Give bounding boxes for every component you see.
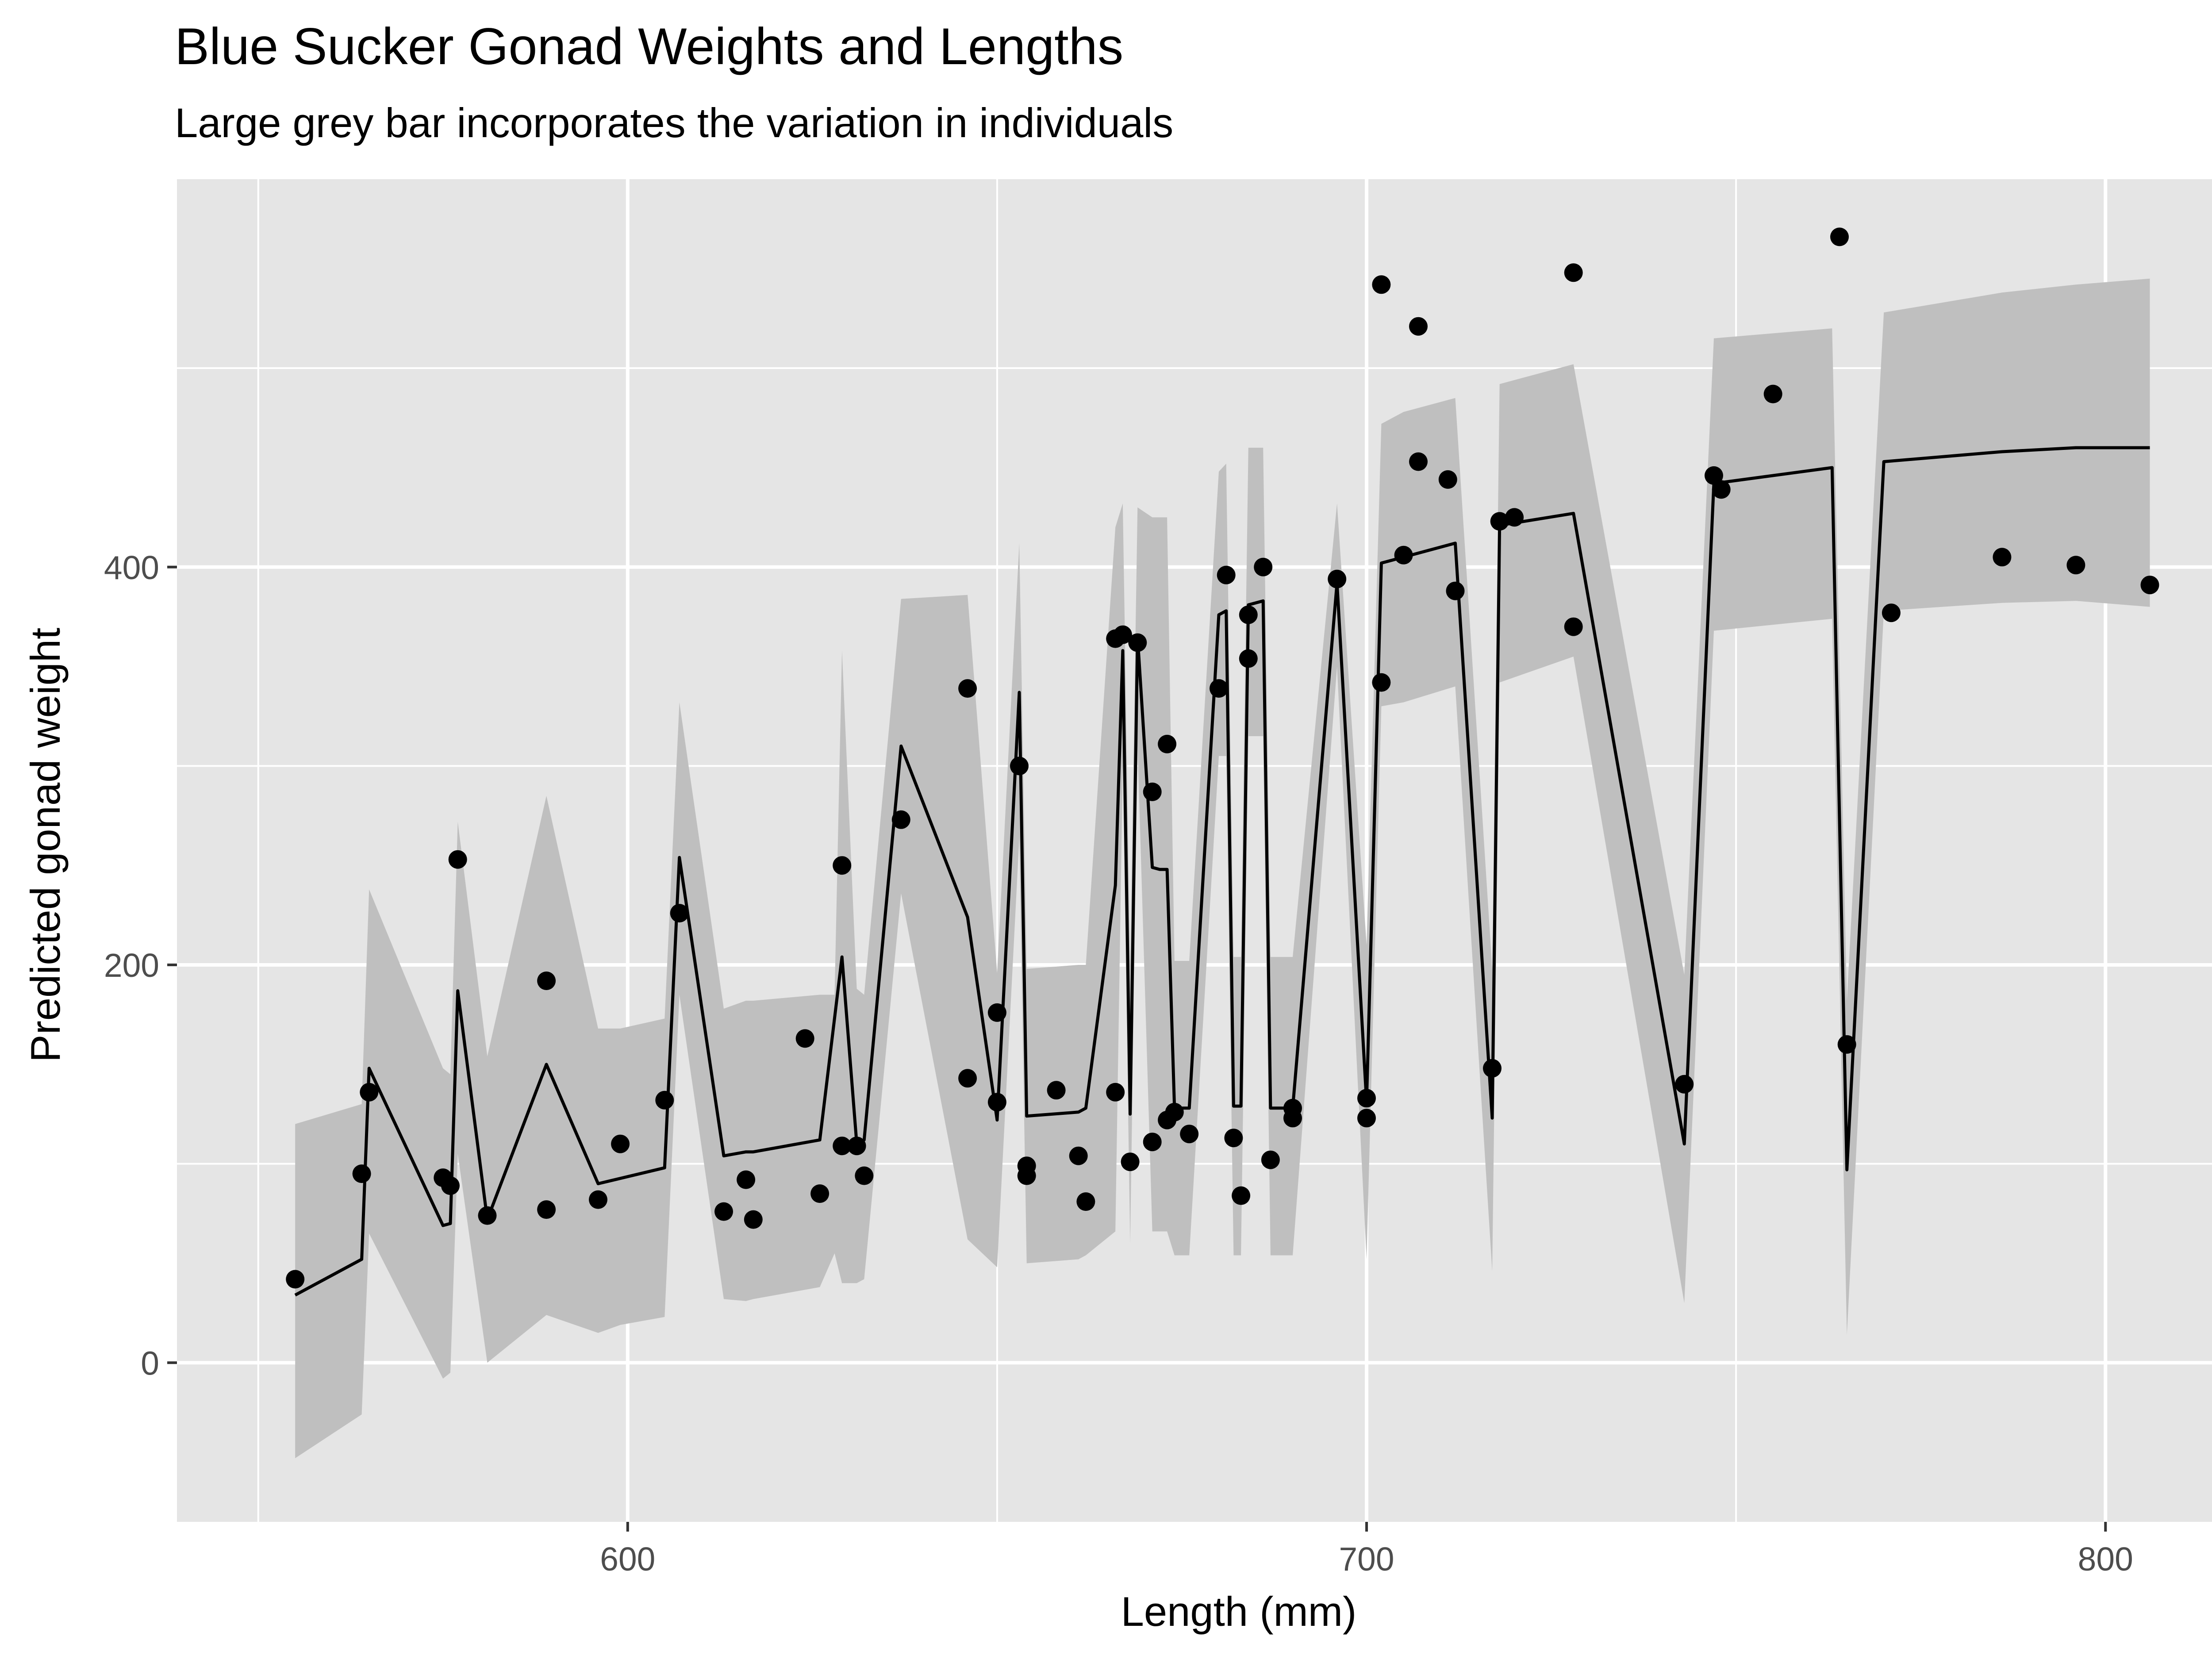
data-point bbox=[1372, 673, 1391, 692]
data-point bbox=[537, 1200, 556, 1219]
data-point bbox=[1830, 227, 1849, 246]
data-point bbox=[714, 1202, 733, 1221]
data-point bbox=[1763, 384, 1782, 403]
data-point bbox=[737, 1170, 756, 1189]
data-point bbox=[847, 1137, 866, 1156]
data-point bbox=[833, 1137, 852, 1156]
y-tick-label: 200 bbox=[104, 947, 159, 984]
data-point bbox=[1106, 1083, 1125, 1102]
data-point bbox=[1217, 565, 1236, 584]
data-point bbox=[1328, 569, 1347, 588]
data-point bbox=[589, 1190, 607, 1209]
data-point bbox=[2140, 576, 2159, 595]
x-tick-label: 600 bbox=[600, 1540, 655, 1578]
confidence-ribbon bbox=[295, 278, 2150, 1459]
data-point bbox=[1239, 605, 1258, 624]
data-point bbox=[1113, 625, 1132, 644]
data-point bbox=[958, 1069, 977, 1088]
x-axis-title: Length (mm) bbox=[1121, 1588, 1357, 1635]
data-point bbox=[1076, 1192, 1095, 1211]
data-point bbox=[1232, 1186, 1251, 1205]
x-tick-label: 700 bbox=[1339, 1540, 1394, 1578]
data-point bbox=[1239, 649, 1258, 668]
data-point bbox=[1705, 466, 1723, 485]
data-point bbox=[891, 810, 910, 829]
data-point bbox=[1675, 1075, 1694, 1094]
data-point bbox=[1564, 263, 1583, 282]
data-point bbox=[448, 850, 467, 869]
data-point bbox=[1283, 1109, 1302, 1128]
data-point bbox=[360, 1083, 379, 1102]
data-point bbox=[1224, 1129, 1243, 1148]
data-point bbox=[1017, 1166, 1036, 1185]
data-point bbox=[1882, 603, 1901, 622]
data-point bbox=[1357, 1089, 1376, 1108]
data-point bbox=[810, 1184, 830, 1203]
data-point bbox=[1254, 557, 1273, 576]
data-point bbox=[441, 1176, 460, 1195]
y-tick-label: 400 bbox=[104, 549, 159, 586]
data-point bbox=[1121, 1152, 1140, 1171]
data-point bbox=[1837, 1035, 1856, 1054]
data-point bbox=[855, 1166, 874, 1185]
x-tick-label: 800 bbox=[2078, 1540, 2133, 1578]
data-point bbox=[958, 679, 977, 698]
data-point bbox=[744, 1210, 763, 1229]
data-point bbox=[1394, 545, 1413, 565]
data-point bbox=[352, 1164, 371, 1183]
data-point bbox=[1010, 757, 1029, 776]
data-point bbox=[1069, 1146, 1088, 1165]
data-point bbox=[1128, 633, 1147, 652]
data-point bbox=[1505, 508, 1524, 527]
chart-title: Blue Sucker Gonad Weights and Lengths bbox=[175, 17, 1123, 75]
y-tick-label: 0 bbox=[141, 1344, 159, 1382]
data-points bbox=[286, 227, 2159, 1289]
data-point bbox=[1712, 480, 1731, 499]
data-point bbox=[1438, 470, 1457, 489]
data-point bbox=[1483, 1059, 1502, 1078]
data-point bbox=[1158, 734, 1177, 753]
y-axis-title: Predicted gonad weight bbox=[22, 628, 69, 1062]
data-point bbox=[286, 1270, 305, 1289]
y-axis: 0 200 400 bbox=[104, 549, 177, 1382]
data-point bbox=[1180, 1125, 1199, 1144]
data-point bbox=[655, 1091, 674, 1110]
data-point bbox=[611, 1134, 630, 1153]
data-point bbox=[1143, 1133, 1162, 1152]
data-point bbox=[1446, 581, 1465, 600]
data-point bbox=[1372, 275, 1391, 294]
data-point bbox=[1143, 782, 1162, 801]
data-point bbox=[987, 1003, 1006, 1022]
data-point bbox=[795, 1029, 814, 1048]
data-point bbox=[1409, 317, 1428, 336]
data-point bbox=[987, 1093, 1006, 1112]
data-point bbox=[478, 1206, 497, 1225]
data-point bbox=[1993, 548, 2012, 567]
data-point bbox=[2066, 556, 2085, 575]
chart-subtitle: Large grey bar incorporates the variatio… bbox=[175, 100, 1173, 146]
data-point bbox=[670, 904, 689, 923]
data-point bbox=[1210, 679, 1228, 698]
data-point bbox=[1047, 1081, 1066, 1100]
data-point bbox=[1165, 1102, 1184, 1121]
data-point bbox=[1490, 512, 1509, 531]
data-point bbox=[1564, 617, 1583, 636]
x-axis: 600 700 800 bbox=[600, 1522, 2133, 1578]
data-point bbox=[1357, 1109, 1376, 1128]
data-point bbox=[1261, 1150, 1280, 1169]
data-point bbox=[537, 972, 556, 990]
data-point bbox=[1409, 452, 1428, 471]
data-point bbox=[833, 856, 852, 875]
